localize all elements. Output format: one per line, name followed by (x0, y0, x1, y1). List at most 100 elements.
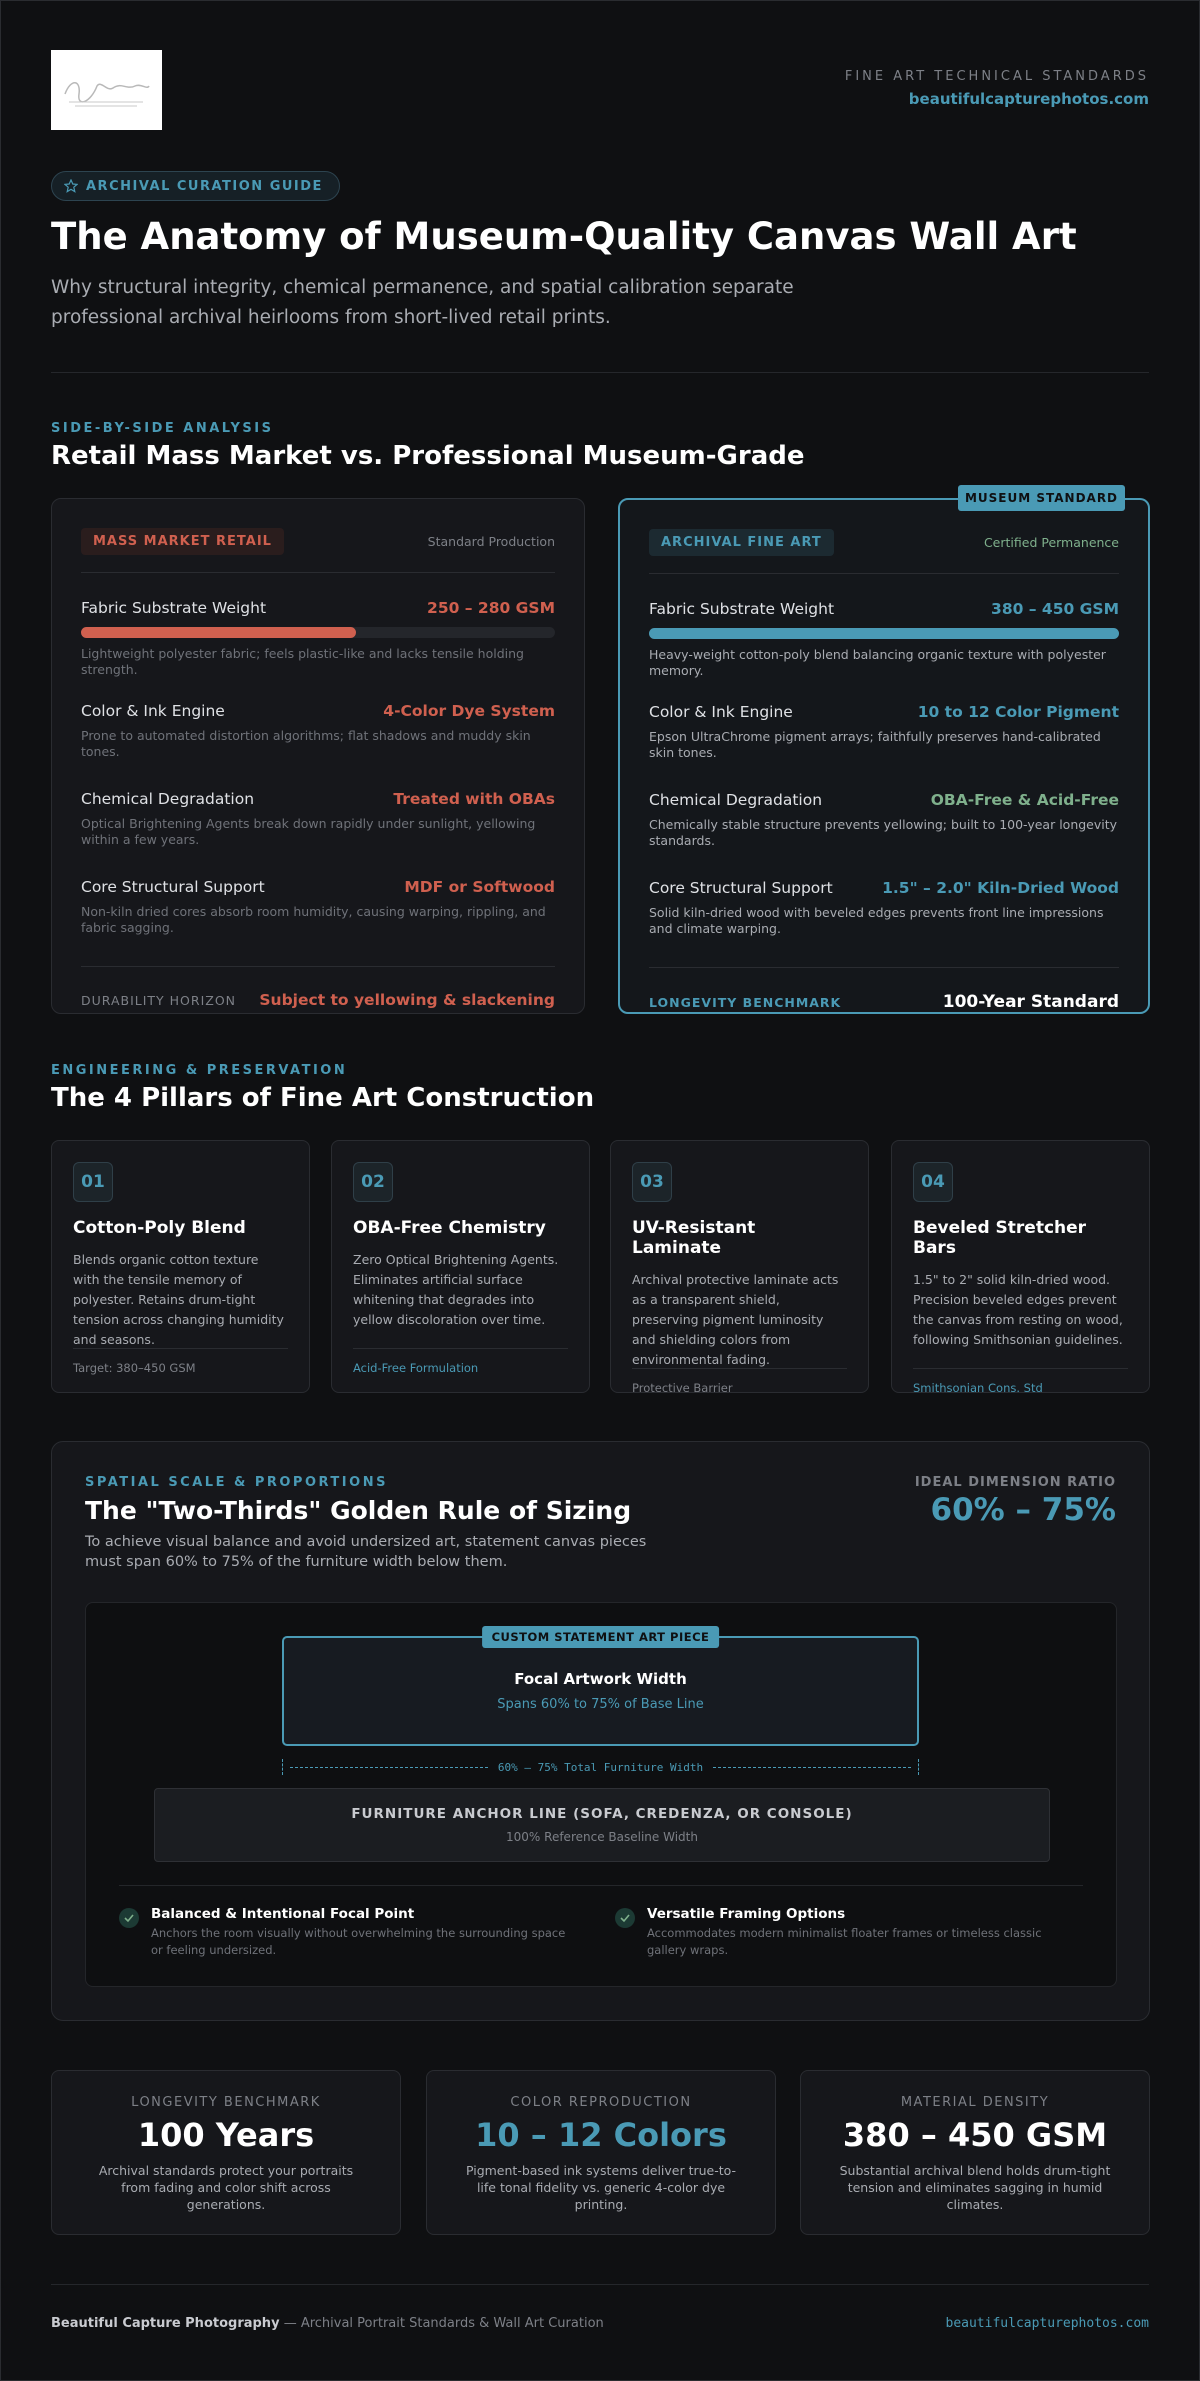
row-head: Core Structural Support 1.5" – 2.0" Kiln-… (649, 879, 1119, 897)
row-head: Color & Ink Engine 10 to 12 Color Pigment (649, 703, 1119, 721)
pillar-desc: Zero Optical Brightening Agents. Elimina… (353, 1252, 559, 1327)
bar-track (649, 628, 1119, 639)
pillar-footer: Target: 380–450 GSM (73, 1348, 288, 1375)
ratio-label: IDEAL DIMENSION RATIO (914, 1475, 1116, 1490)
row-value: 380 – 450 GSM (991, 600, 1119, 618)
pillar-card: 02 OBA-Free Chemistry Zero Optical Brighte… (331, 1140, 590, 1393)
furniture-box: FURNITURE ANCHOR LINE (SOFA, CREDENZA, O… (154, 1788, 1050, 1862)
card-tag: ARCHIVAL FINE ART (649, 529, 834, 556)
card-footer: DURABILITY HORIZON Subject to yellowing &… (81, 966, 555, 1009)
row-desc: Heavy-weight cotton-poly blend balancing… (649, 647, 1106, 678)
art-sub: Spans 60% to 75% of Base Line (497, 1697, 704, 1712)
museum-ribbon: MUSEUM STANDARD (958, 485, 1125, 511)
check-icon (119, 1908, 139, 1928)
row-head: Chemical Degradation Treated with OBAs (81, 790, 555, 808)
badge: ARCHIVAL CURATION GUIDE (51, 171, 340, 201)
pillar-card: 01 Cotton-Poly Blend Blends organic cotton… (51, 1140, 310, 1393)
row-name: Color & Ink Engine (649, 703, 793, 721)
measure-text: 60% – 75% Total Furniture Width (497, 1760, 704, 1774)
row-head: Color & Ink Engine 4-Color Dye System (81, 702, 555, 720)
pillar-footer: Acid-Free Formulation (353, 1348, 568, 1375)
stat-desc: Pigment-based ink systems deliver true-t… (465, 2163, 737, 2212)
row-value: Treated with OBAs (393, 790, 555, 808)
card-tag: MASS MARKET RETAIL (81, 528, 284, 555)
pillar-number: 02 (353, 1162, 393, 1202)
bar-fill (649, 628, 1119, 639)
point-text: Balanced & Intentional Focal Point Anchor… (151, 1906, 569, 1959)
point-text: Versatile Framing Options Accommodates mo… (647, 1906, 1065, 1959)
row-desc: Non-kiln dried cores absorb room humidit… (81, 904, 546, 935)
pillar-desc: 1.5" to 2" solid kiln-dried wood. Precis… (913, 1272, 1123, 1347)
footer-value: 100-Year Standard (942, 992, 1119, 1012)
stat-label: COLOR REPRODUCTION (510, 2095, 692, 2110)
row-desc: Chemically stable structure prevents yel… (649, 817, 1118, 848)
stat-label: MATERIAL DENSITY (900, 2095, 1050, 2110)
check-icon (615, 1908, 635, 1928)
point-desc: Accommodates modern minimalist floater f… (647, 1926, 1042, 1957)
footer-value: Subject to yellowing & slackening (259, 991, 555, 1009)
row-value: 4-Color Dye System (383, 702, 555, 720)
pillar-desc: Blends organic cotton texture with the t… (73, 1252, 284, 1347)
logo (51, 50, 162, 130)
row: Core Structural Support MDF or Softwood No… (81, 878, 555, 936)
museum-card: ARCHIVAL FINE ART Certified Permanence Fab… (618, 498, 1150, 1014)
row-name: Color & Ink Engine (81, 702, 225, 720)
card-note: Standard Production (427, 534, 555, 549)
section-label: ENGINEERING & PRESERVATION (51, 1063, 348, 1078)
footer-brand: Beautiful Capture Photography (51, 2316, 280, 2331)
pillar-footer: Smithsonian Cons. Std (913, 1368, 1128, 1395)
pillar-desc: Archival protective laminate acts as a t… (632, 1272, 839, 1367)
pillar-title: OBA-Free Chemistry (353, 1218, 546, 1238)
row-desc: Prone to automated distortion algorithms… (81, 728, 531, 759)
row-head: Chemical Degradation OBA-Free & Acid-Free (649, 791, 1119, 809)
stat-value: 10 – 12 Colors (475, 2116, 727, 2154)
bar-track (81, 627, 555, 638)
retail-card: MASS MARKET RETAIL Standard Production Fab… (51, 498, 585, 1014)
section-label: SIDE-BY-SIDE ANALYSIS (51, 421, 274, 436)
footer-tagline: — Archival Portrait Standards & Wall Art… (283, 2316, 604, 2331)
ratio-value: 60% – 75% (930, 1492, 1117, 1528)
point-desc: Anchors the room visually without overwh… (151, 1926, 566, 1957)
pillar-card: 04 Beveled Stretcher Bars 1.5" to 2" solid… (891, 1140, 1150, 1395)
footer-label: DURABILITY HORIZON (81, 992, 237, 1008)
row-name: Chemical Degradation (81, 790, 255, 808)
measure: 60% – 75% Total Furniture Width (282, 1759, 919, 1775)
row-desc: Epson UltraChrome pigment arrays; faithf… (649, 729, 1101, 760)
pillar-title: UV-Resistant Laminate (632, 1218, 756, 1258)
row-value: MDF or Softwood (404, 878, 555, 896)
pillar-title: Cotton-Poly Blend (73, 1218, 246, 1238)
point: Versatile Framing Options Accommodates mo… (615, 1906, 1065, 1959)
row: Color & Ink Engine 10 to 12 Color Pigment… (649, 703, 1119, 761)
pillar-footer: Protective Barrier (632, 1368, 847, 1395)
stat-desc: Substantial archival blend holds drum-ti… (839, 2163, 1111, 2212)
stat-value: 100 Years (137, 2116, 315, 2154)
row-value: 1.5" – 2.0" Kiln-Dried Wood (882, 879, 1119, 897)
stat-desc: Archival standards protect your portrait… (98, 2163, 354, 2212)
hero-subtitle: Why structural integrity, chemical perma… (51, 277, 794, 328)
row-head: Fabric Substrate Weight 380 – 450 GSM (649, 600, 1119, 618)
divider (119, 1885, 1083, 1886)
row-desc: Lightweight polyester fabric; feels plas… (81, 646, 524, 677)
footer-url[interactable]: beautifulcapturephotos.com (945, 2316, 1150, 2331)
section-desc: To achieve visual balance and avoid unde… (85, 1534, 647, 1570)
row: Fabric Substrate Weight 250 – 280 GSM Ligh… (81, 599, 555, 678)
header-url[interactable]: beautifulcapturephotos.com (908, 90, 1149, 108)
row-value: 10 to 12 Color Pigment (917, 703, 1119, 721)
section-title: Retail Mass Market vs. Professional Muse… (51, 441, 805, 471)
row-desc: Optical Brightening Agents break down ra… (81, 816, 536, 847)
row-value: OBA-Free & Acid-Free (930, 791, 1119, 809)
star-icon (64, 179, 78, 193)
row: Color & Ink Engine 4-Color Dye System Pron… (81, 702, 555, 760)
header-kicker: FINE ART TECHNICAL STANDARDS (844, 69, 1149, 84)
row: Chemical Degradation OBA-Free & Acid-Free… (649, 791, 1119, 849)
badge-text: ARCHIVAL CURATION GUIDE (86, 178, 323, 194)
section-label: SPATIAL SCALE & PROPORTIONS (85, 1475, 388, 1490)
footer-label: LONGEVITY BENCHMARK (649, 994, 842, 1010)
stat-card: LONGEVITY BENCHMARK 100 Years Archival sta… (51, 2070, 401, 2235)
row-head: Fabric Substrate Weight 250 – 280 GSM (81, 599, 555, 617)
art-title: Focal Artwork Width (514, 1670, 687, 1688)
card-head: MASS MARKET RETAIL Standard Production (81, 528, 555, 573)
row: Fabric Substrate Weight 380 – 450 GSM Heav… (649, 600, 1119, 679)
spatial-panel: SPATIAL SCALE & PROPORTIONS The "Two-Thi… (51, 1441, 1150, 2021)
